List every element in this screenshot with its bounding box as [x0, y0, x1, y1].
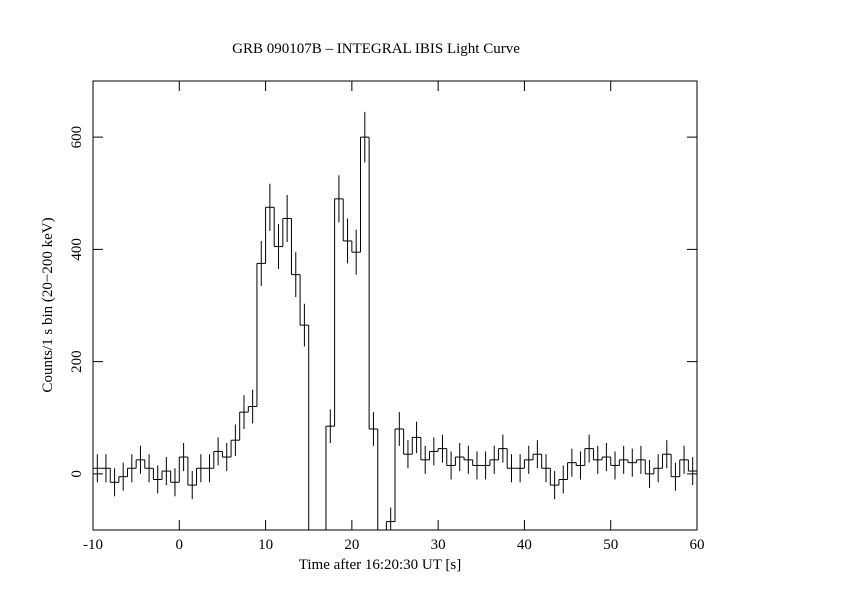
chart-title: GRB 090107B – INTEGRAL IBIS Light Curve [232, 41, 520, 57]
y-tick-label: 600 [69, 126, 85, 149]
x-tick-label: 10 [258, 537, 273, 553]
x-tick-label: 50 [603, 537, 618, 553]
x-tick-label: 40 [517, 537, 532, 553]
y-tick-label: 0 [69, 470, 85, 478]
x-tick-label: 0 [176, 537, 184, 553]
x-tick-label: -10 [83, 537, 103, 553]
x-tick-label: 30 [431, 537, 446, 553]
x-tick-label: 60 [690, 537, 705, 553]
y-axis-label: Counts/1 s bin (20−200 keV) [40, 217, 56, 392]
y-tick-label: 200 [69, 350, 85, 373]
y-tick-label: 400 [69, 238, 85, 261]
x-tick-label: 20 [344, 537, 359, 553]
plot-frame [92, 80, 698, 531]
x-axis-label: Time after 16:20:30 UT [s] [299, 557, 462, 573]
plot-area [93, 111, 697, 530]
